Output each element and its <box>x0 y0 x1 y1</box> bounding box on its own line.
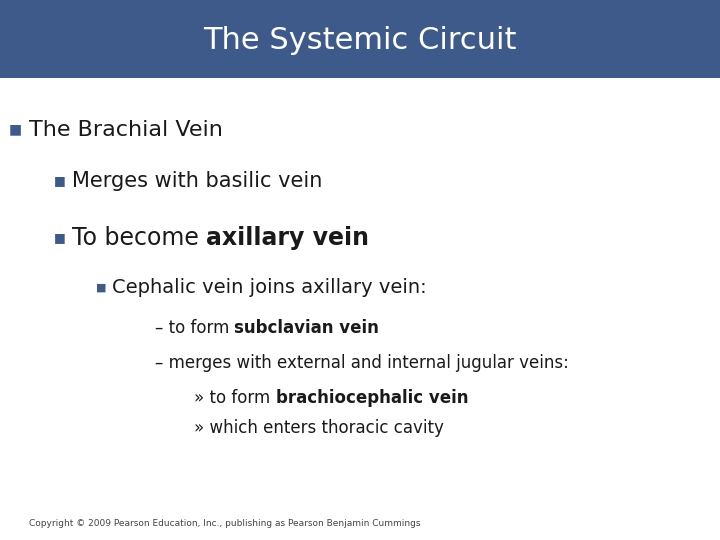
Text: ■: ■ <box>54 231 66 244</box>
Text: – merges with external and internal jugular veins:: – merges with external and internal jugu… <box>155 354 569 372</box>
Text: The Brachial Vein: The Brachial Vein <box>29 119 222 140</box>
Text: Copyright © 2009 Pearson Education, Inc., publishing as Pearson Benjamin Cumming: Copyright © 2009 Pearson Education, Inc.… <box>29 519 420 528</box>
Text: subclavian vein: subclavian vein <box>235 319 379 337</box>
Bar <box>0 0 720 78</box>
Text: » which enters thoracic cavity: » which enters thoracic cavity <box>194 418 444 437</box>
Text: – to form: – to form <box>155 319 235 337</box>
Text: Cephalic vein joins axillary vein:: Cephalic vein joins axillary vein: <box>112 278 426 297</box>
Text: ■: ■ <box>96 282 107 292</box>
Text: » to form: » to form <box>194 389 276 407</box>
Text: The Systemic Circuit: The Systemic Circuit <box>203 26 517 55</box>
Text: ■: ■ <box>54 174 66 187</box>
Text: axillary vein: axillary vein <box>207 226 369 249</box>
Text: Merges with basilic vein: Merges with basilic vein <box>72 171 323 191</box>
Text: brachiocephalic vein: brachiocephalic vein <box>276 389 469 407</box>
Text: To become: To become <box>72 226 207 249</box>
Text: ■: ■ <box>9 123 22 137</box>
